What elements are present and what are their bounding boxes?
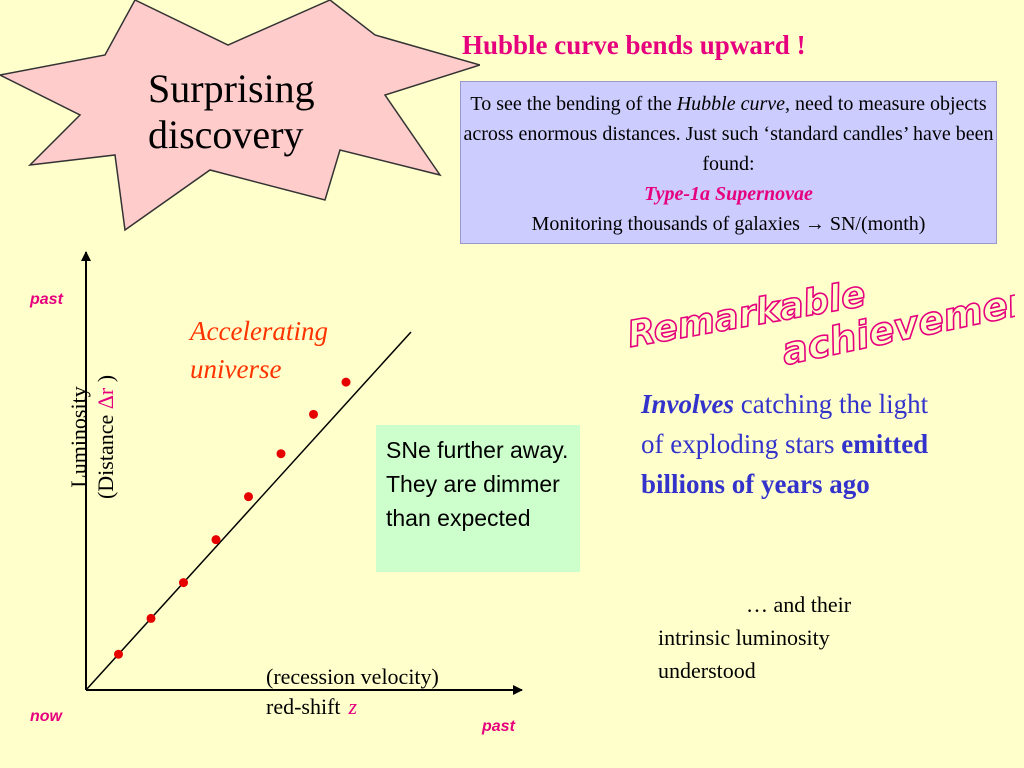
accel-line-2: universe	[190, 354, 282, 384]
x-label-line-1: (recession velocity)	[266, 664, 439, 689]
past-label-x: past	[482, 718, 515, 735]
starburst-shape	[0, 0, 480, 232]
now-label: now	[30, 708, 62, 725]
data-point	[114, 649, 123, 659]
data-point	[244, 492, 253, 502]
y-label-pre: (Distance	[93, 409, 118, 500]
x-label-redshift: red-shift	[266, 694, 341, 719]
starburst-polygon	[0, 0, 480, 232]
data-points	[114, 377, 351, 659]
involves-mid: catching the light of exploding stars	[641, 389, 929, 459]
starburst-text: Surprising discovery	[148, 66, 315, 158]
z-symbol: z	[348, 694, 358, 719]
y-label-line-1: Luminosity	[66, 386, 91, 488]
info-text-pre: To see the bending of the	[470, 93, 677, 115]
info-box: To see the bending of the Hubble curve, …	[460, 81, 997, 244]
data-point	[341, 377, 351, 387]
data-point	[146, 613, 156, 623]
x-label-line-2: red-shift z	[266, 692, 439, 722]
accelerating-universe-label: Accelerating universe	[190, 312, 328, 388]
involves-text: Involves catching the light of exploding…	[641, 384, 951, 504]
data-point	[211, 535, 221, 545]
involves-bold: emitted billions of years ago	[641, 429, 929, 499]
intrinsic-rest: intrinsic luminosity understood	[658, 625, 830, 683]
data-point	[179, 578, 188, 588]
sne-note-box: SNe further away. They are dimmer than e…	[376, 425, 580, 572]
intrinsic-line-1: … and their	[746, 592, 852, 617]
y-axis-label: Luminosity (Distance Δr )	[65, 375, 119, 499]
y-label-line-2: (Distance Δr )	[92, 375, 119, 499]
y-label-post: )	[93, 374, 118, 388]
past-label-y: past	[30, 291, 63, 308]
accel-line-1: Accelerating	[190, 316, 328, 346]
starburst-line-2: discovery	[148, 112, 304, 157]
intrinsic-luminosity-text: … and their intrinsic luminosity underst…	[658, 588, 898, 687]
hubble-chart	[81, 251, 523, 695]
info-text-em: Hubble curve	[676, 93, 786, 115]
data-point	[309, 409, 318, 419]
monitoring-text: Monitoring thousands of galaxies → SN/(m…	[531, 213, 926, 235]
remarkable-achievement-graphic: Remarkable achievement	[624, 272, 1015, 370]
x-axis-label: (recession velocity) red-shift z	[266, 662, 439, 722]
supernovae-label: Type-1a Supernovae	[644, 183, 813, 205]
involves-em: Involves	[641, 389, 734, 419]
data-point	[276, 449, 286, 459]
starburst-line-1: Surprising	[148, 66, 315, 111]
info-text-post: , need to measure objects across enormou…	[463, 93, 994, 175]
delta-r-symbol: Δr	[93, 387, 118, 410]
page-title: Hubble curve bends upward !	[462, 30, 806, 60]
reference-line	[85, 331, 412, 691]
